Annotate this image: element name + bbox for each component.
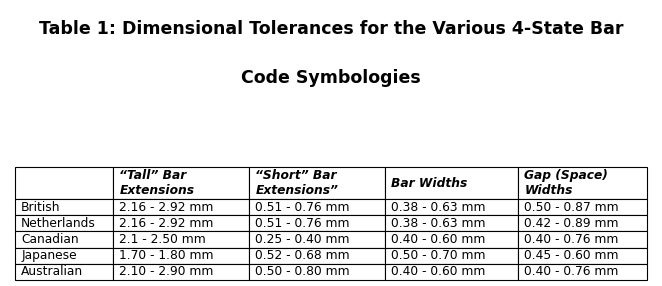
- Text: 0.40 - 0.76 mm: 0.40 - 0.76 mm: [524, 233, 619, 246]
- Text: British: British: [21, 201, 61, 214]
- Bar: [249, 199, 385, 215]
- Bar: [15, 264, 113, 280]
- Bar: [249, 167, 385, 199]
- Bar: [249, 215, 385, 231]
- Bar: [15, 199, 113, 215]
- Bar: [385, 264, 518, 280]
- Bar: [385, 231, 518, 248]
- Bar: [518, 167, 647, 199]
- Text: Bar Widths: Bar Widths: [391, 177, 467, 190]
- Bar: [15, 215, 113, 231]
- Bar: [518, 215, 647, 231]
- Text: 0.42 - 0.89 mm: 0.42 - 0.89 mm: [524, 217, 619, 230]
- Text: 0.25 - 0.40 mm: 0.25 - 0.40 mm: [256, 233, 350, 246]
- Text: 0.52 - 0.68 mm: 0.52 - 0.68 mm: [256, 249, 350, 262]
- Bar: [249, 264, 385, 280]
- Bar: [385, 215, 518, 231]
- Text: Australian: Australian: [21, 265, 83, 278]
- Text: 0.40 - 0.60 mm: 0.40 - 0.60 mm: [391, 233, 486, 246]
- Text: Code Symbologies: Code Symbologies: [241, 69, 421, 87]
- Text: 0.50 - 0.87 mm: 0.50 - 0.87 mm: [524, 201, 619, 214]
- Text: 0.40 - 0.60 mm: 0.40 - 0.60 mm: [391, 265, 486, 278]
- Bar: [113, 264, 249, 280]
- Text: 1.70 - 1.80 mm: 1.70 - 1.80 mm: [119, 249, 214, 262]
- Text: Canadian: Canadian: [21, 233, 79, 246]
- Bar: [518, 248, 647, 264]
- Bar: [518, 231, 647, 248]
- Text: 0.40 - 0.76 mm: 0.40 - 0.76 mm: [524, 265, 619, 278]
- Bar: [15, 231, 113, 248]
- Bar: [385, 167, 518, 199]
- Bar: [113, 199, 249, 215]
- Text: Netherlands: Netherlands: [21, 217, 96, 230]
- Text: Table 1: Dimensional Tolerances for the Various 4-State Bar: Table 1: Dimensional Tolerances for the …: [39, 20, 623, 38]
- Text: 0.45 - 0.60 mm: 0.45 - 0.60 mm: [524, 249, 619, 262]
- Bar: [249, 231, 385, 248]
- Text: Gap (Space)
Widths: Gap (Space) Widths: [524, 169, 608, 197]
- Bar: [113, 231, 249, 248]
- Bar: [113, 215, 249, 231]
- Bar: [385, 199, 518, 215]
- Text: 0.51 - 0.76 mm: 0.51 - 0.76 mm: [256, 217, 350, 230]
- Text: “Short” Bar
Extensions”: “Short” Bar Extensions”: [256, 169, 338, 197]
- Bar: [15, 167, 113, 199]
- Text: 0.51 - 0.76 mm: 0.51 - 0.76 mm: [256, 201, 350, 214]
- Bar: [249, 248, 385, 264]
- Bar: [518, 199, 647, 215]
- Text: Japanese: Japanese: [21, 249, 77, 262]
- Bar: [385, 248, 518, 264]
- Text: 2.10 - 2.90 mm: 2.10 - 2.90 mm: [119, 265, 214, 278]
- Text: 2.16 - 2.92 mm: 2.16 - 2.92 mm: [119, 201, 214, 214]
- Text: 2.1 - 2.50 mm: 2.1 - 2.50 mm: [119, 233, 206, 246]
- Text: 0.50 - 0.80 mm: 0.50 - 0.80 mm: [256, 265, 350, 278]
- Text: 0.38 - 0.63 mm: 0.38 - 0.63 mm: [391, 201, 486, 214]
- Bar: [15, 248, 113, 264]
- Text: 0.38 - 0.63 mm: 0.38 - 0.63 mm: [391, 217, 486, 230]
- Text: “Tall” Bar
Extensions: “Tall” Bar Extensions: [119, 169, 194, 197]
- Bar: [518, 264, 647, 280]
- Text: 2.16 - 2.92 mm: 2.16 - 2.92 mm: [119, 217, 214, 230]
- Bar: [113, 248, 249, 264]
- Bar: [113, 167, 249, 199]
- Text: 0.50 - 0.70 mm: 0.50 - 0.70 mm: [391, 249, 486, 262]
